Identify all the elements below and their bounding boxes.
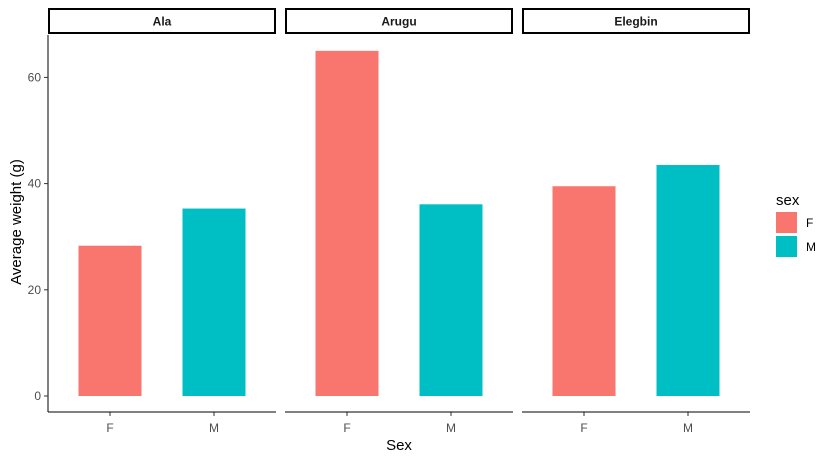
facet-panels: Ala F M Arugu F M Elegbin F M bbox=[48, 8, 750, 435]
legend-key-m bbox=[776, 236, 797, 257]
y-tick-label: 60 bbox=[28, 70, 42, 84]
bar-ala-f bbox=[78, 245, 142, 396]
y-tick-label: 40 bbox=[28, 177, 42, 191]
x-tick-label: F bbox=[106, 421, 113, 435]
x-tick-label: M bbox=[446, 421, 456, 435]
y-axis-title: Average weight (g) bbox=[8, 159, 25, 285]
legend: sex FM bbox=[776, 192, 816, 257]
facet-strip-label: Elegbin bbox=[614, 15, 657, 29]
bar-arugu-m bbox=[419, 204, 483, 396]
bar-ala-m bbox=[182, 208, 246, 396]
legend-key-f bbox=[776, 212, 797, 233]
facet-strip-label: Ala bbox=[153, 15, 172, 29]
facet-strip bbox=[48, 8, 276, 34]
x-tick-label: F bbox=[580, 421, 587, 435]
facet-strip-label: Arugu bbox=[381, 15, 416, 29]
x-axis-title: Sex bbox=[386, 437, 412, 454]
legend-title: sex bbox=[776, 192, 800, 209]
facet-panel-arugu: Arugu F M bbox=[285, 8, 513, 435]
bar-elegbin-m bbox=[656, 165, 720, 396]
y-tick-label: 20 bbox=[28, 283, 42, 297]
bar-arugu-f bbox=[315, 50, 379, 396]
bar-elegbin-f bbox=[552, 186, 616, 396]
facet-strip bbox=[285, 8, 513, 34]
y-tick-label: 0 bbox=[34, 389, 41, 403]
y-axis: 0 20 40 60 bbox=[28, 35, 49, 412]
x-tick-label: F bbox=[343, 421, 350, 435]
x-tick-label: M bbox=[683, 421, 693, 435]
x-tick-label: M bbox=[209, 421, 219, 435]
facet-panel-ala: Ala F M bbox=[48, 8, 276, 435]
facet-panel-elegbin: Elegbin F M bbox=[522, 8, 750, 435]
facet-strip bbox=[522, 8, 750, 34]
legend-label-m: M bbox=[806, 240, 816, 254]
legend-label-f: F bbox=[806, 216, 813, 230]
